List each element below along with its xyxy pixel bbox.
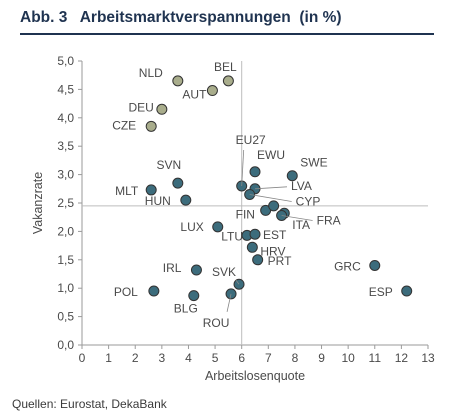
leader-line-fra — [281, 215, 313, 221]
data-point-grc — [369, 259, 381, 271]
data-label-cze: CZE — [112, 118, 136, 132]
data-label-fin: FIN — [236, 207, 255, 221]
leader-line-lva — [254, 186, 288, 190]
data-point-aut — [206, 85, 218, 97]
leader-line-svk — [235, 279, 240, 285]
data-label-nld: NLD — [139, 66, 163, 80]
data-point-pol — [148, 285, 160, 297]
y-tick-label: 5,0 — [57, 54, 74, 68]
x-tick-label: 3 — [159, 351, 166, 365]
y-tick-label: 2,5 — [57, 196, 74, 210]
x-tick-label: 2 — [132, 351, 139, 365]
y-tick-label: 3,0 — [57, 168, 74, 182]
data-point-blg — [188, 290, 200, 302]
data-label-lva: LVA — [291, 179, 312, 193]
x-tick-label: 10 — [341, 351, 355, 365]
x-tick-label: 7 — [265, 351, 272, 365]
scatter-chart: 0 1 2 3 4 5 6 7 8 9 10 11 12 130,00,51,01,52,02,53,03… — [31, 54, 435, 383]
x-tick-label: 6 — [238, 351, 245, 365]
chart-title: Abb. 3 Arbeitsmarktverspannungen (in %) — [20, 9, 342, 27]
data-point — [268, 200, 280, 212]
y-tick-label: 0,5 — [57, 310, 74, 324]
data-point-deu — [156, 103, 168, 115]
data-point-nld — [172, 75, 184, 87]
data-point-ewu — [249, 166, 261, 178]
x-tick-label: 9 — [318, 351, 325, 365]
data-label-hun: HUN — [145, 194, 171, 208]
data-label-prt: PRT — [268, 254, 292, 268]
y-tick-label: 1,5 — [57, 253, 74, 267]
data-point-cze — [145, 120, 157, 132]
data-label-svn: SVN — [156, 158, 181, 172]
data-label-ltu: LTU — [221, 229, 243, 243]
data-point-mlt — [145, 184, 157, 196]
title-underline — [20, 33, 434, 35]
data-label-bel: BEL — [214, 60, 237, 74]
x-tick-label: 13 — [421, 351, 435, 365]
x-tick-label: 0 — [79, 351, 86, 365]
y-tick-label: 0,0 — [57, 338, 74, 352]
data-label-hrv: HRV — [260, 244, 285, 258]
y-axis-title: Vakanzrate — [31, 172, 45, 234]
leader-line-rou — [226, 293, 232, 312]
x-tick-label: 4 — [185, 351, 192, 365]
data-point-lux — [212, 221, 224, 233]
y-tick-label: 4,0 — [57, 111, 74, 125]
figure-number: Abb. 3 — [20, 9, 68, 26]
data-label-blg: BLG — [174, 302, 198, 316]
x-tick-label: 1 — [105, 351, 112, 365]
data-label-cyp: CYP — [296, 194, 321, 208]
x-tick-label: 11 — [369, 351, 382, 365]
data-label-aut: AUT — [182, 88, 207, 102]
data-label-lux: LUX — [180, 220, 203, 234]
y-tick-label: 3,5 — [57, 139, 74, 153]
data-point-irl — [190, 264, 202, 276]
data-label-eu27: EU27 — [236, 133, 266, 147]
source-note: Quellen: Eurostat, DekaBank — [12, 397, 167, 411]
data-label-rou: ROU — [203, 316, 230, 330]
leader-line-eu27 — [241, 149, 245, 186]
data-point-bel — [222, 75, 234, 87]
data-label-deu: DEU — [129, 100, 154, 114]
data-point-esp — [401, 285, 413, 297]
data-label-esp: ESP — [369, 285, 393, 299]
data-label-mlt: MLT — [115, 184, 139, 198]
x-axis-title: Arbeitslosenquote — [205, 369, 305, 383]
data-point-prt — [252, 254, 264, 266]
y-tick-label: 4,5 — [57, 82, 74, 96]
data-label-swe: SWE — [300, 156, 327, 170]
x-tick-label: 8 — [292, 351, 299, 365]
data-point-svn — [172, 177, 184, 189]
x-tick-label: 12 — [395, 351, 409, 365]
data-label-ewu: EWU — [257, 148, 285, 162]
data-label-svk: SVK — [212, 265, 236, 279]
data-point-hrv — [246, 241, 258, 253]
y-tick-label: 2,0 — [57, 224, 74, 238]
leader-line-cyp — [249, 194, 292, 202]
data-label-est: EST — [263, 228, 287, 242]
data-point-swe — [286, 170, 298, 182]
data-label-pol: POL — [114, 285, 138, 299]
data-label-grc: GRC — [334, 259, 361, 273]
figure-title: Arbeitsmarktverspannungen (in %) — [79, 9, 342, 26]
data-point-est — [249, 228, 261, 240]
data-point-hun — [180, 194, 192, 206]
y-tick-label: 1,0 — [57, 281, 74, 295]
data-label-ita: ITA — [292, 218, 310, 232]
data-label-irl: IRL — [163, 261, 182, 275]
x-tick-label: 5 — [212, 351, 219, 365]
data-label-fra: FRA — [317, 213, 341, 227]
